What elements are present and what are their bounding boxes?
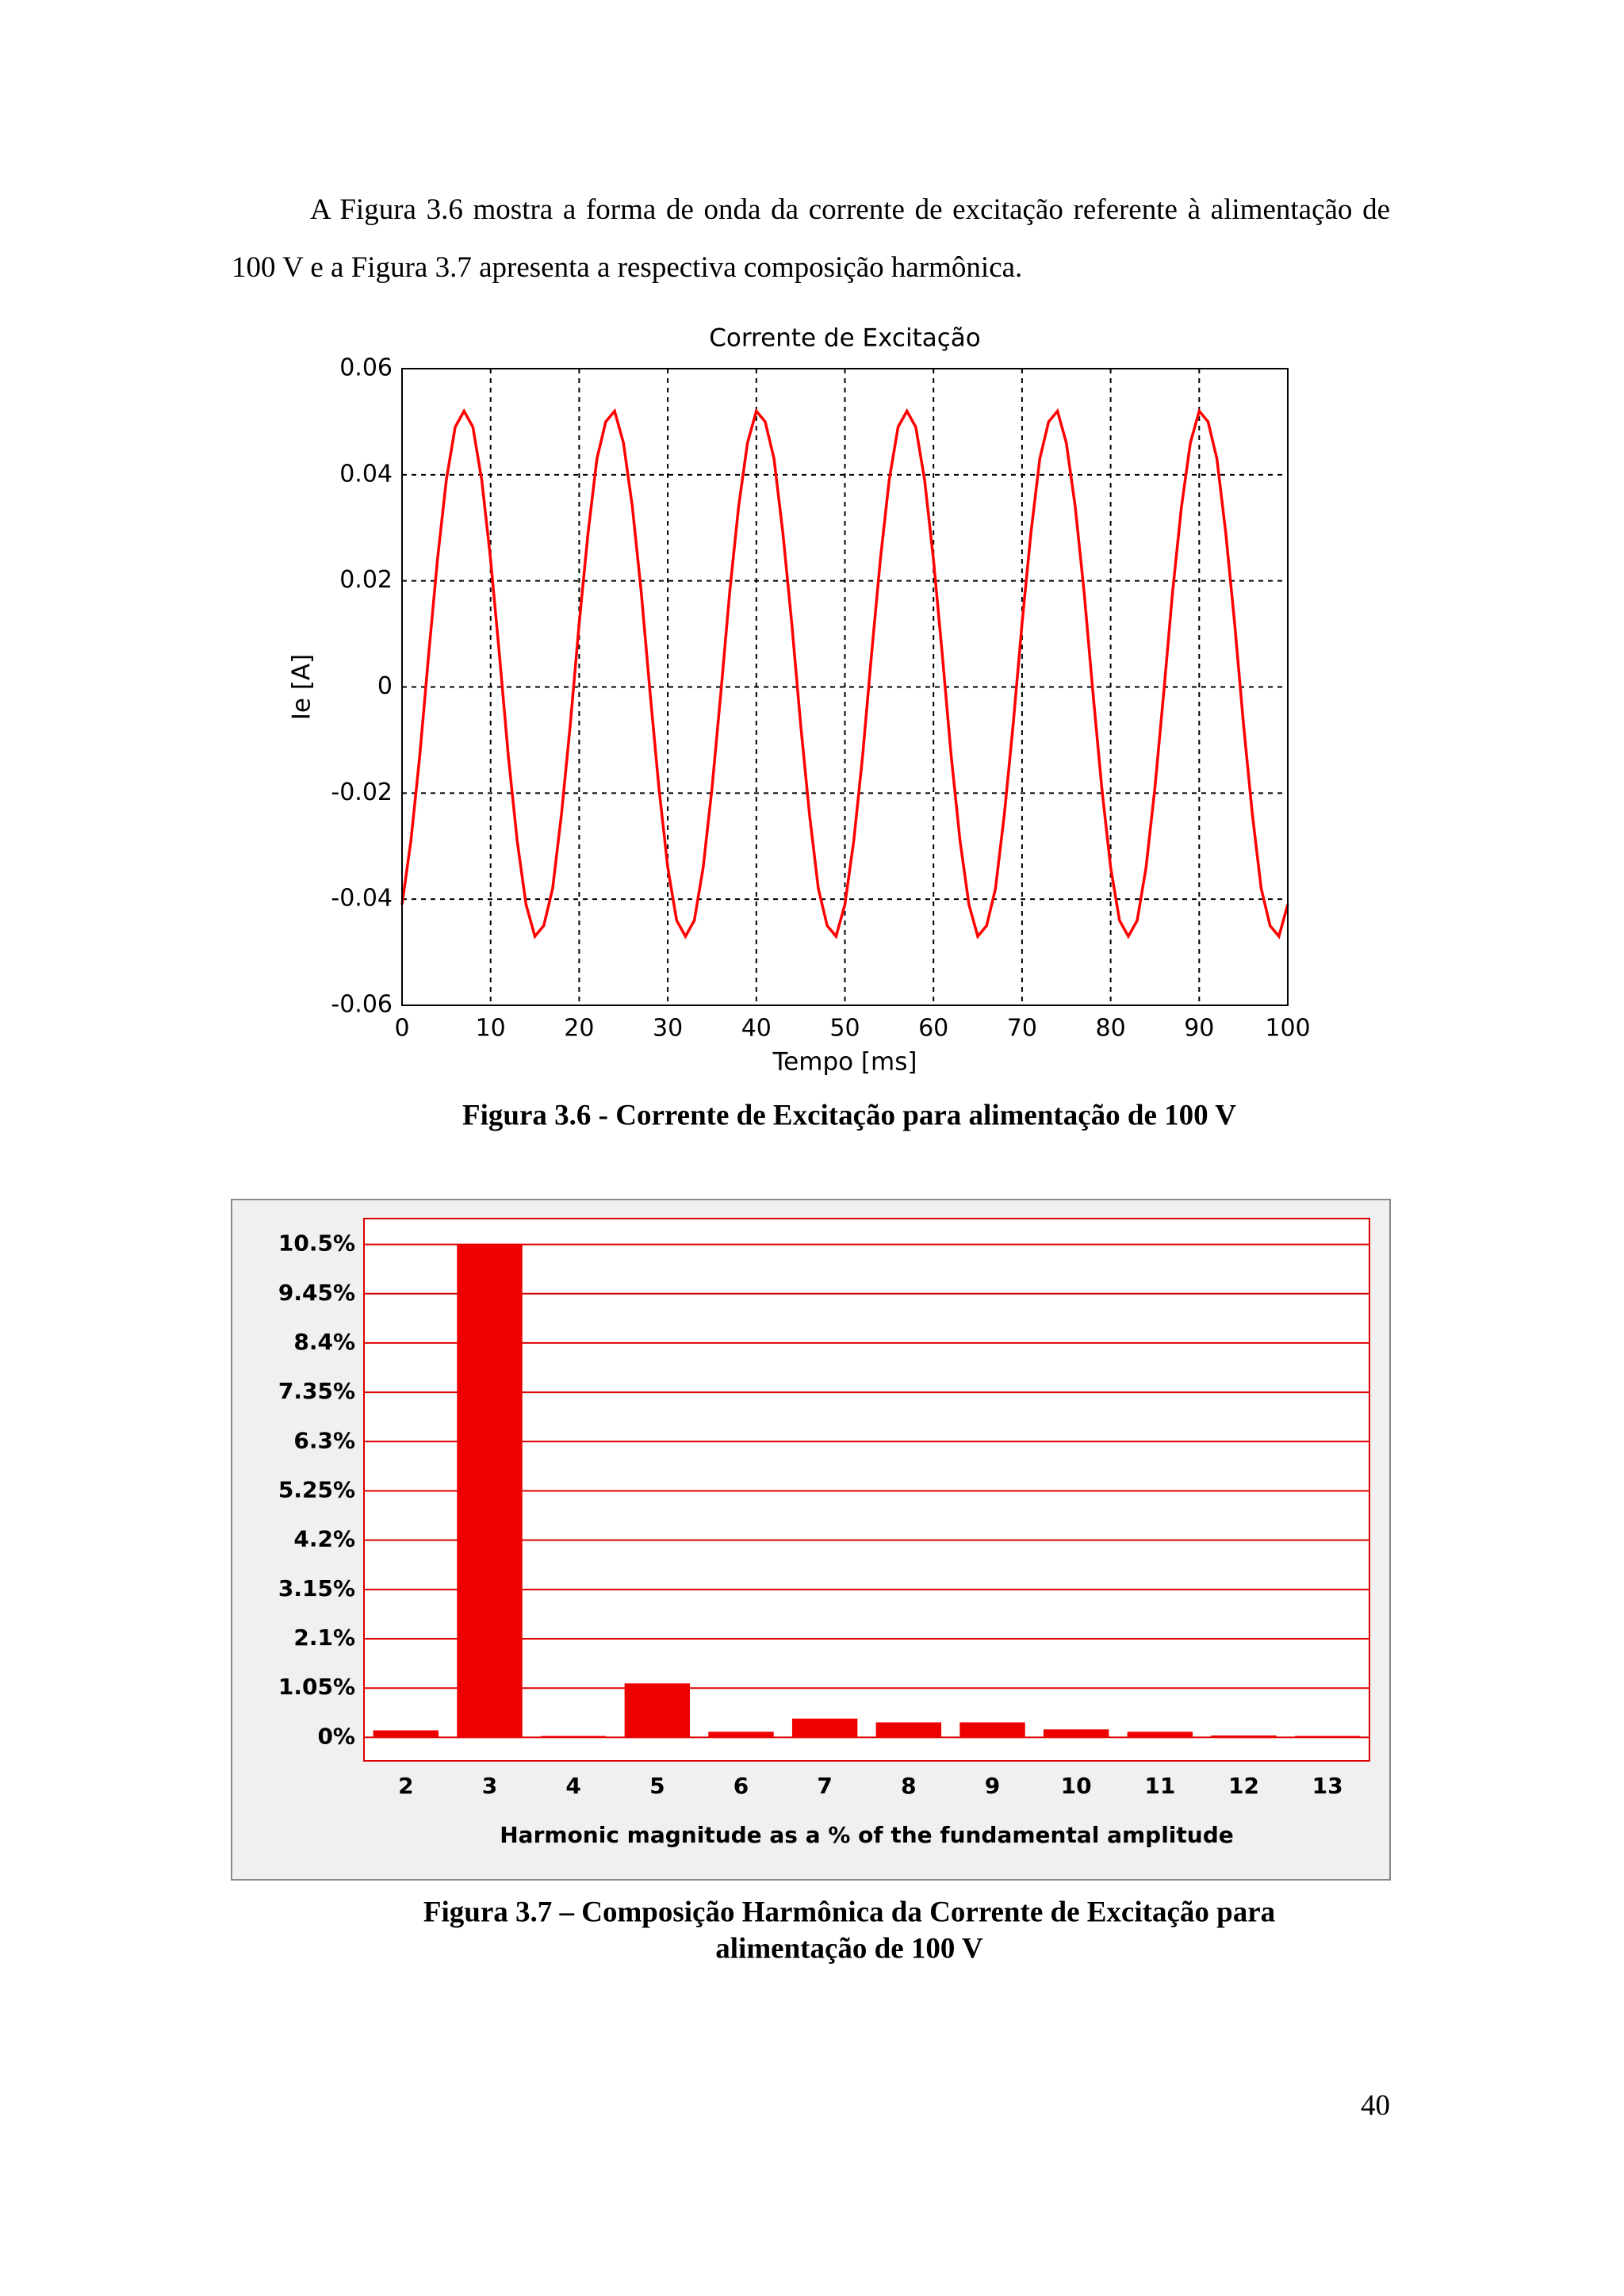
x-tick-label: 9: [985, 1773, 1000, 1799]
plot-border: [401, 368, 1289, 1006]
caption: Figura 3.6 - Corrente de Excitação para …: [462, 1099, 1236, 1131]
y-tick-label: 0: [377, 672, 393, 700]
x-tick-label: 100: [1265, 1015, 1310, 1043]
x-tick-label: 12: [1228, 1773, 1259, 1799]
caption: alimentação de 100 V: [715, 1932, 983, 1965]
y-tick-label: 3.15%: [278, 1575, 355, 1601]
x-tick-label: 7: [817, 1773, 832, 1799]
x-axis-label: Harmonic magnitude as a % of the fundame…: [500, 1822, 1234, 1848]
bar: [1294, 1735, 1361, 1738]
plot-area: [364, 1219, 1369, 1761]
y-tick-label: 5.25%: [278, 1476, 355, 1502]
y-tick-label: -0.02: [331, 779, 393, 806]
y-tick-label: 1.05%: [278, 1674, 355, 1700]
y-tick-label: 0.06: [339, 354, 393, 382]
chart-title: Corrente de Excitação: [709, 324, 980, 353]
y-tick-label: -0.04: [331, 885, 393, 913]
bar: [624, 1683, 691, 1738]
page-number: 40: [1361, 2089, 1390, 2122]
x-tick-label: 10: [476, 1015, 506, 1043]
caption: Figura 3.7 – Composição Harmônica da Cor…: [423, 1896, 1275, 1928]
x-tick-label: 50: [829, 1015, 860, 1043]
y-tick-label: 10.5%: [278, 1230, 355, 1257]
x-tick-label: 70: [1007, 1015, 1037, 1043]
x-tick-label: 11: [1144, 1773, 1175, 1799]
x-axis-label: Tempo [ms]: [772, 1048, 917, 1077]
paragraph: A Figura 3.6 mostra a forma de onda da c…: [232, 193, 1390, 284]
bar: [1127, 1732, 1193, 1738]
x-tick-label: 10: [1061, 1773, 1092, 1799]
y-tick-label: 7.35%: [278, 1378, 355, 1404]
y-axis-label: Ie [A]: [288, 654, 316, 720]
bar: [540, 1735, 607, 1738]
y-tick-label: 0%: [317, 1723, 355, 1749]
bar: [1043, 1729, 1109, 1738]
y-tick-label: 8.4%: [293, 1329, 355, 1355]
y-tick-label: 9.45%: [278, 1280, 355, 1306]
y-tick-label: 4.2%: [293, 1526, 355, 1552]
x-tick-label: 80: [1096, 1015, 1126, 1043]
x-tick-label: 13: [1312, 1773, 1343, 1799]
y-tick-label: 2.1%: [293, 1624, 355, 1651]
bar: [708, 1732, 774, 1738]
y-tick-label: 0.04: [339, 460, 393, 488]
plot-border: [363, 1218, 1370, 1762]
x-tick-label: 5: [649, 1773, 665, 1799]
y-tick-label: 0.02: [339, 566, 393, 594]
x-tick-label: 60: [918, 1015, 948, 1043]
bar: [457, 1244, 523, 1738]
x-tick-label: 8: [901, 1773, 916, 1799]
y-tick-label: -0.06: [331, 991, 393, 1019]
x-tick-label: 2: [398, 1773, 413, 1799]
bar: [959, 1722, 1025, 1738]
x-tick-label: 20: [564, 1015, 594, 1043]
y-tick-label: 6.3%: [293, 1427, 355, 1453]
x-tick-label: 40: [741, 1015, 772, 1043]
bar: [373, 1730, 439, 1738]
bar: [1211, 1735, 1277, 1738]
bar: [875, 1722, 942, 1738]
waveform: [400, 408, 1289, 939]
bar: [791, 1718, 858, 1738]
x-tick-label: 90: [1184, 1015, 1214, 1043]
x-tick-label: 0: [394, 1015, 409, 1043]
x-tick-label: 4: [565, 1773, 580, 1799]
x-tick-label: 3: [482, 1773, 497, 1799]
x-tick-label: 6: [733, 1773, 749, 1799]
x-tick-label: 30: [653, 1015, 683, 1043]
